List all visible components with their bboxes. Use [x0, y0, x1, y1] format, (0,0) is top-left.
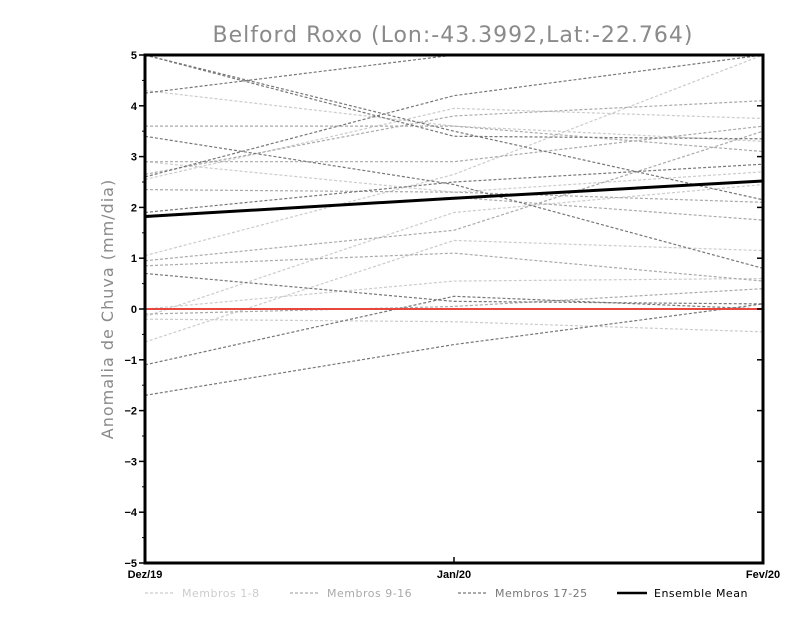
y-tick-label: −3: [124, 456, 137, 468]
y-tick-label: 5: [131, 50, 137, 62]
member-line-9: [145, 252, 763, 282]
member-line-13: [145, 130, 763, 262]
y-tick-label: −5: [124, 558, 137, 570]
y-tick-label: 2: [131, 202, 137, 214]
y-tick-label: 3: [131, 152, 137, 164]
member-line-1: [145, 239, 763, 343]
y-tick-label: 4: [131, 101, 138, 113]
member-line-24: [145, 163, 763, 214]
member-line-17: [145, 55, 763, 94]
y-tick-label: 0: [131, 304, 137, 316]
member-line-12: [145, 288, 763, 315]
member-line-18: [145, 135, 763, 269]
member-line-25: [145, 55, 763, 201]
y-tick-label: 1: [131, 253, 137, 265]
x-tick-label: Jan/20: [437, 569, 471, 581]
y-tick-label: −4: [124, 507, 137, 519]
member-line-7: [145, 318, 763, 333]
member-line-11: [145, 125, 763, 153]
x-tick-label: Dez/19: [128, 569, 163, 581]
legend-label-4: Ensemble Mean: [654, 587, 748, 600]
y-axis-label: Anomalia de Chuva (mm/dia): [98, 179, 117, 439]
member-line-8: [145, 161, 763, 193]
chart-title: Belford Roxo (Lon:-43.3992,Lat:-22.764): [213, 23, 694, 48]
legend-label-1: Membros 1-8: [182, 587, 260, 600]
x-tick-label: Fev/20: [746, 569, 780, 581]
member-line-23: [145, 55, 763, 140]
member-line-10: [145, 189, 763, 203]
member-line-2: [145, 183, 763, 318]
member-line-14: [145, 100, 763, 175]
legend-label-3: Membros 17-25: [495, 587, 588, 600]
ensemble-mean-line: [145, 179, 763, 219]
legend: Membros 1-8 Membros 9-16 Membros 17-25 Ense…: [145, 587, 748, 600]
member-line-20: [145, 295, 763, 366]
member-line-3: [145, 55, 763, 257]
x-axis-ticks: Dez/19 Jan/20 Fev/20: [128, 557, 780, 581]
member-line-4: [145, 89, 763, 142]
member-line-19: [145, 272, 763, 305]
member-line-15: [145, 196, 763, 221]
member-line-5: [145, 277, 763, 310]
y-tick-label: −2: [124, 406, 137, 418]
member-line-22: [145, 55, 763, 178]
legend-label-2: Membros 9-16: [327, 587, 412, 600]
series-layer: [145, 55, 763, 396]
member-line-21: [145, 303, 763, 396]
member-line-6: [145, 107, 763, 181]
y-tick-label: −1: [124, 355, 137, 367]
y-axis-ticks: −5 −4 −3 −2 −1 0 1 2 3 4 5: [124, 50, 763, 570]
